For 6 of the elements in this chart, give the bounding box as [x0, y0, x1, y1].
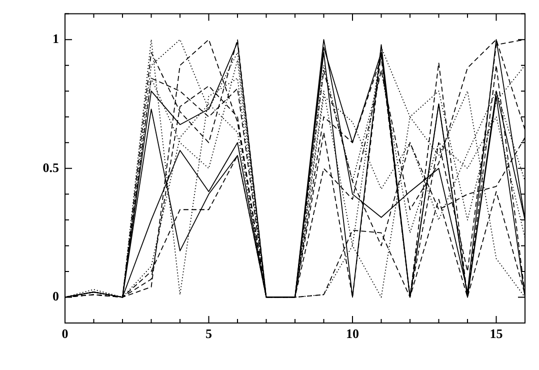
y-tick-label: 0: [52, 288, 59, 304]
x-tick-label: 10: [346, 326, 359, 342]
x-tick-label: 15: [490, 326, 504, 342]
x-tick-label: 5: [206, 326, 212, 342]
y-tick-label: 1: [52, 30, 59, 46]
y-tick-label: 0.5: [42, 160, 60, 175]
